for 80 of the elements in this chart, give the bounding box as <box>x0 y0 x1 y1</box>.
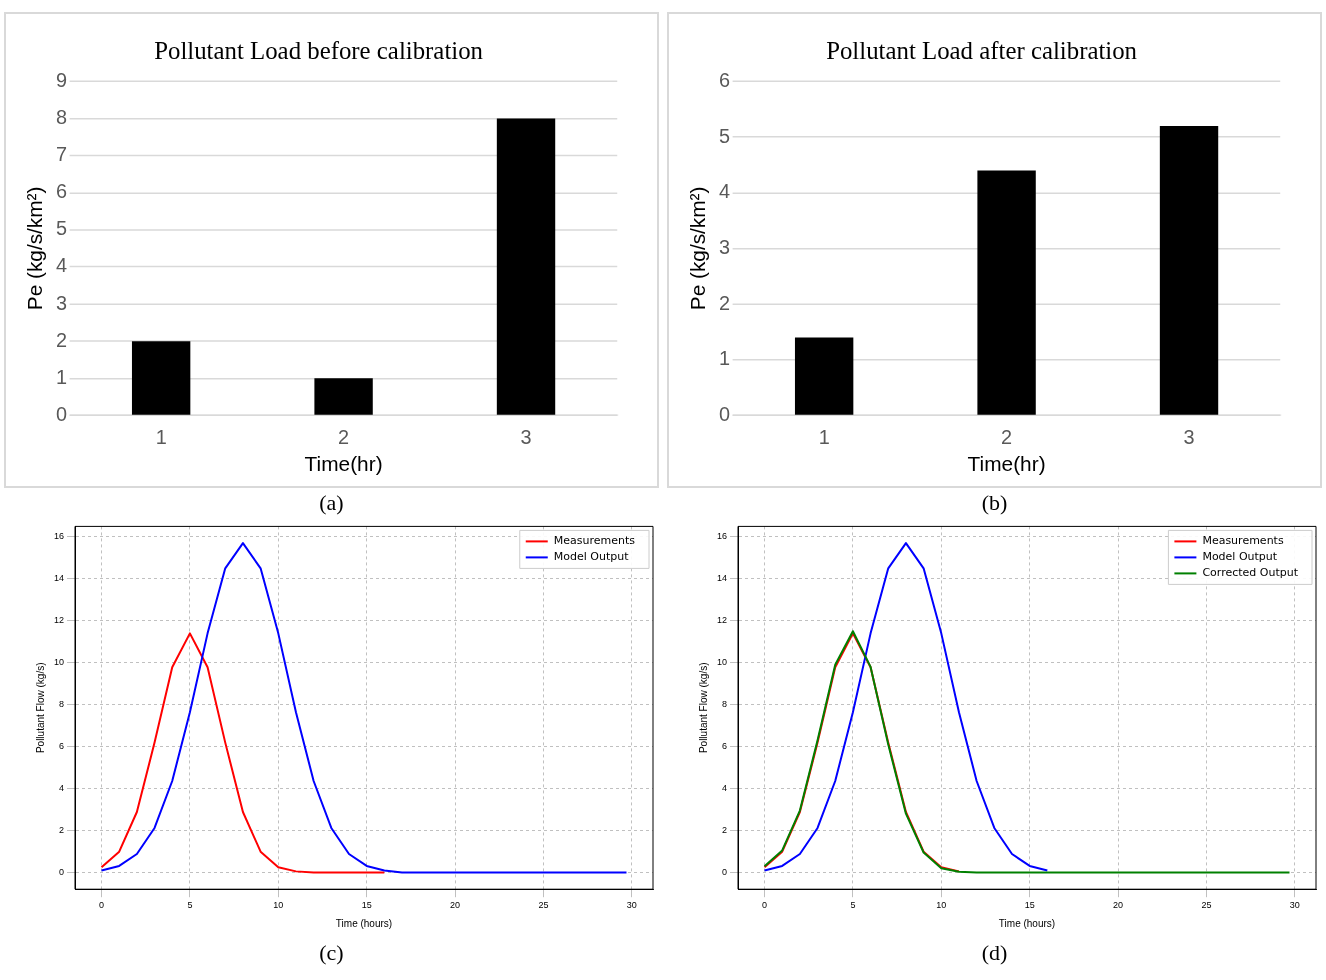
y-tick-label: 10 <box>53 657 64 668</box>
x-tick-label: 15 <box>1024 900 1035 911</box>
x-tick-label: 3 <box>520 425 532 448</box>
y-tick-label: 4 <box>721 783 727 794</box>
y-tick-label: 8 <box>55 106 67 128</box>
x-tick-label: 5 <box>849 900 855 911</box>
y-tick-label: 6 <box>55 180 67 203</box>
y-tick-label: 9 <box>55 68 67 91</box>
x-tick-label: 5 <box>186 900 192 911</box>
y-tick-label: 8 <box>58 699 64 710</box>
text: (d) <box>981 939 1008 967</box>
y-tick-label: 6 <box>58 741 64 752</box>
y-axis-title: Pollutant Flow (kg/s) <box>34 662 46 754</box>
y-tick-label: 12 <box>716 615 727 626</box>
text: (a) <box>319 489 344 517</box>
y-axis-title: Pollutant Flow (kg/s) <box>697 662 709 754</box>
y-tick-label: 1 <box>55 365 67 388</box>
bar <box>1159 125 1219 415</box>
y-tick-label: 10 <box>716 657 727 668</box>
x-tick-label: 2 <box>338 425 350 448</box>
y-tick-label: 2 <box>55 328 67 351</box>
y-tick-label: 4 <box>718 180 730 203</box>
x-tick-label: 1 <box>155 425 167 448</box>
y-tick-label: 6 <box>718 68 730 91</box>
legend-label: Measurements <box>1201 534 1284 548</box>
legend-label: Measurements <box>553 534 635 548</box>
y-tick-label: 3 <box>55 291 67 314</box>
bar <box>496 118 556 415</box>
y-tick-label: 5 <box>718 124 730 147</box>
bar <box>131 341 191 415</box>
legend-label: Model Output <box>1201 550 1278 564</box>
bar <box>977 170 1036 415</box>
x-tick-label: 10 <box>272 900 283 911</box>
x-tick-label: 30 <box>626 900 637 911</box>
y-axis-title: Pe (kg/s/km²) <box>686 186 710 311</box>
y-tick-label: 5 <box>55 217 67 240</box>
y-tick-label: 16 <box>53 531 64 542</box>
y-tick-label: 1 <box>718 347 730 370</box>
y-tick-label: 2 <box>718 291 730 314</box>
x-axis-title: Time (hours) <box>998 917 1055 929</box>
chart-title: Pollutant Load before calibration <box>154 37 484 65</box>
y-tick-label: 14 <box>716 573 727 584</box>
x-tick-label: 25 <box>1200 900 1211 911</box>
x-axis-title: Time(hr) <box>304 452 383 476</box>
y-tick-label: 0 <box>718 402 730 425</box>
y-tick-label: 0 <box>58 866 64 877</box>
legend-label: Corrected Output <box>1201 566 1299 580</box>
x-tick-label: 1 <box>818 425 830 448</box>
y-tick-label: 3 <box>718 235 730 258</box>
x-tick-label: 10 <box>935 900 946 911</box>
y-tick-label: 2 <box>721 824 727 835</box>
bar <box>314 378 373 415</box>
bar <box>794 337 854 415</box>
x-tick-label: 0 <box>761 900 767 911</box>
chart-title: Pollutant Load after calibration <box>826 37 1138 65</box>
x-tick-label: 0 <box>98 900 104 911</box>
x-axis-title: Time(hr) <box>967 452 1046 476</box>
y-tick-label: 6 <box>721 741 727 752</box>
x-axis-title: Time (hours) <box>335 917 392 929</box>
x-tick-label: 20 <box>1112 900 1123 911</box>
x-tick-label: 15 <box>361 900 372 911</box>
y-axis-title: Pe (kg/s/km²) <box>23 186 47 311</box>
y-tick-label: 4 <box>58 783 64 794</box>
y-tick-label: 0 <box>721 866 727 877</box>
x-tick-label: 30 <box>1289 900 1300 911</box>
y-tick-label: 0 <box>55 402 67 425</box>
text: (b) <box>981 489 1008 517</box>
y-tick-label: 7 <box>55 143 67 166</box>
y-tick-label: 2 <box>58 824 64 835</box>
y-tick-label: 8 <box>721 699 727 710</box>
x-tick-label: 25 <box>537 900 548 911</box>
x-tick-label: 2 <box>1001 425 1013 448</box>
y-tick-label: 14 <box>53 573 64 584</box>
legend-label: Model Output <box>553 550 629 564</box>
y-tick-label: 12 <box>53 615 64 626</box>
x-tick-label: 20 <box>449 900 460 911</box>
y-tick-label: 4 <box>55 254 67 277</box>
text: (c) <box>319 939 344 967</box>
x-tick-label: 3 <box>1183 425 1195 448</box>
y-tick-label: 16 <box>716 531 727 542</box>
